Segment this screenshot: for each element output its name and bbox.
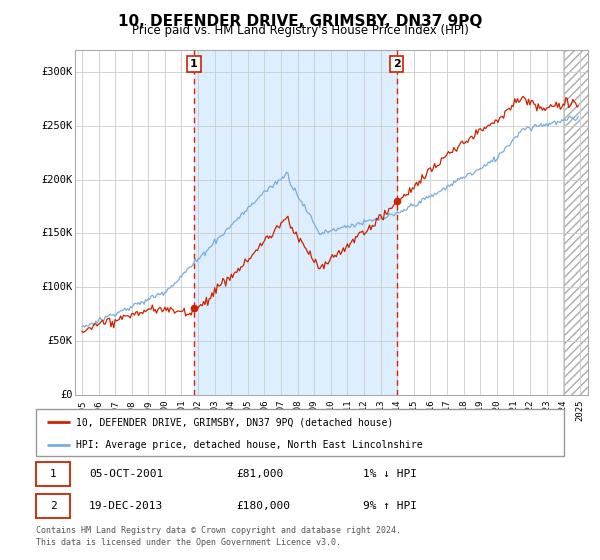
Text: £100K: £100K (41, 282, 73, 292)
Point (189, 303, 199, 312)
Text: 10, DEFENDER DRIVE, GRIMSBY, DN37 9PQ: 10, DEFENDER DRIVE, GRIMSBY, DN37 9PQ (118, 14, 482, 29)
Point (392, 197, 401, 206)
Text: 2: 2 (50, 501, 56, 511)
Text: Price paid vs. HM Land Registry's House Price Index (HPI): Price paid vs. HM Land Registry's House … (131, 24, 469, 37)
Text: £300K: £300K (41, 67, 73, 77)
FancyBboxPatch shape (36, 462, 70, 486)
Text: 10, DEFENDER DRIVE, GRIMSBY, DN37 9PQ (detached house): 10, DEFENDER DRIVE, GRIMSBY, DN37 9PQ (d… (76, 417, 393, 427)
Text: 05-OCT-2001: 05-OCT-2001 (89, 469, 163, 479)
Text: 2: 2 (392, 59, 400, 69)
Text: This data is licensed under the Open Government Licence v3.0.: This data is licensed under the Open Gov… (36, 538, 341, 547)
Text: £50K: £50K (47, 336, 73, 346)
Text: 1: 1 (190, 59, 198, 69)
Text: £200K: £200K (41, 175, 73, 185)
FancyBboxPatch shape (36, 409, 564, 456)
Bar (194, 50, 397, 395)
Text: £180,000: £180,000 (236, 501, 290, 511)
Text: £81,000: £81,000 (236, 469, 284, 479)
Text: HPI: Average price, detached house, North East Lincolnshire: HPI: Average price, detached house, Nort… (76, 440, 422, 450)
Text: £150K: £150K (41, 228, 73, 239)
Text: 19-DEC-2013: 19-DEC-2013 (89, 501, 163, 511)
Text: Contains HM Land Registry data © Crown copyright and database right 2024.: Contains HM Land Registry data © Crown c… (36, 526, 401, 535)
Text: 1% ↓ HPI: 1% ↓ HPI (364, 469, 418, 479)
Text: 1: 1 (50, 469, 56, 479)
Text: £250K: £250K (41, 121, 73, 130)
Text: £0: £0 (60, 390, 73, 400)
FancyBboxPatch shape (36, 494, 70, 518)
Bar (565, 50, 588, 395)
Text: 9% ↑ HPI: 9% ↑ HPI (364, 501, 418, 511)
